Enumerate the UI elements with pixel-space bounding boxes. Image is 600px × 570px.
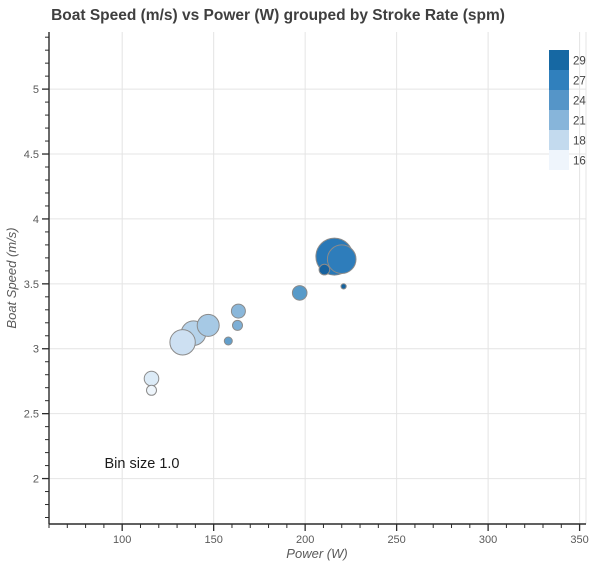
y-tick-label: 4 [33, 214, 39, 226]
chart-title: Boat Speed (m/s) vs Power (W) grouped by… [51, 7, 505, 24]
x-tick-label: 250 [387, 534, 405, 546]
y-axis-label: Boat Speed (m/s) [4, 227, 19, 328]
legend-swatch [549, 90, 569, 110]
axes: 100 150 200 250 300 350 2 2.5 3 3.5 4 4.5 5 [24, 32, 589, 546]
legend-label: 29 [573, 56, 586, 68]
y-tick-label: 3.5 [24, 279, 39, 291]
data-point [318, 263, 331, 276]
legend-swatch [549, 70, 569, 90]
data-point [232, 319, 243, 331]
legend-colorbar: 29 27 24 21 18 16 [549, 50, 586, 170]
data-points [143, 237, 357, 396]
data-point [146, 384, 157, 396]
data-point [326, 244, 357, 275]
x-tick-label: 350 [570, 534, 588, 546]
x-axis-label: Power (W) [286, 546, 347, 561]
legend-swatch [549, 130, 569, 150]
legend-label: 18 [573, 136, 586, 148]
gridlines [49, 32, 587, 524]
data-point [143, 370, 160, 387]
data-point [196, 313, 220, 337]
data-point [230, 303, 246, 319]
legend-label: 27 [573, 76, 586, 88]
data-point [340, 283, 347, 290]
y-tick-label: 2.5 [24, 409, 39, 421]
legend-swatch [549, 50, 569, 70]
y-tick-label: 2 [33, 474, 39, 486]
y-tick-label: 3 [33, 344, 39, 356]
x-tick-label: 200 [296, 534, 314, 546]
bin-size-annotation: Bin size 1.0 [105, 456, 180, 472]
data-point [169, 329, 196, 356]
legend-label: 24 [573, 96, 586, 108]
legend-label: 16 [573, 156, 586, 168]
legend-label: 21 [573, 116, 586, 128]
x-tick-label: 100 [113, 534, 131, 546]
data-point [223, 336, 233, 346]
data-point [291, 285, 308, 301]
legend-swatch [549, 150, 569, 170]
legend-swatch [549, 110, 569, 130]
x-tick-label: 150 [204, 534, 222, 546]
x-tick-label: 300 [479, 534, 497, 546]
y-tick-label: 5 [33, 84, 39, 96]
y-tick-label: 4.5 [24, 149, 39, 161]
